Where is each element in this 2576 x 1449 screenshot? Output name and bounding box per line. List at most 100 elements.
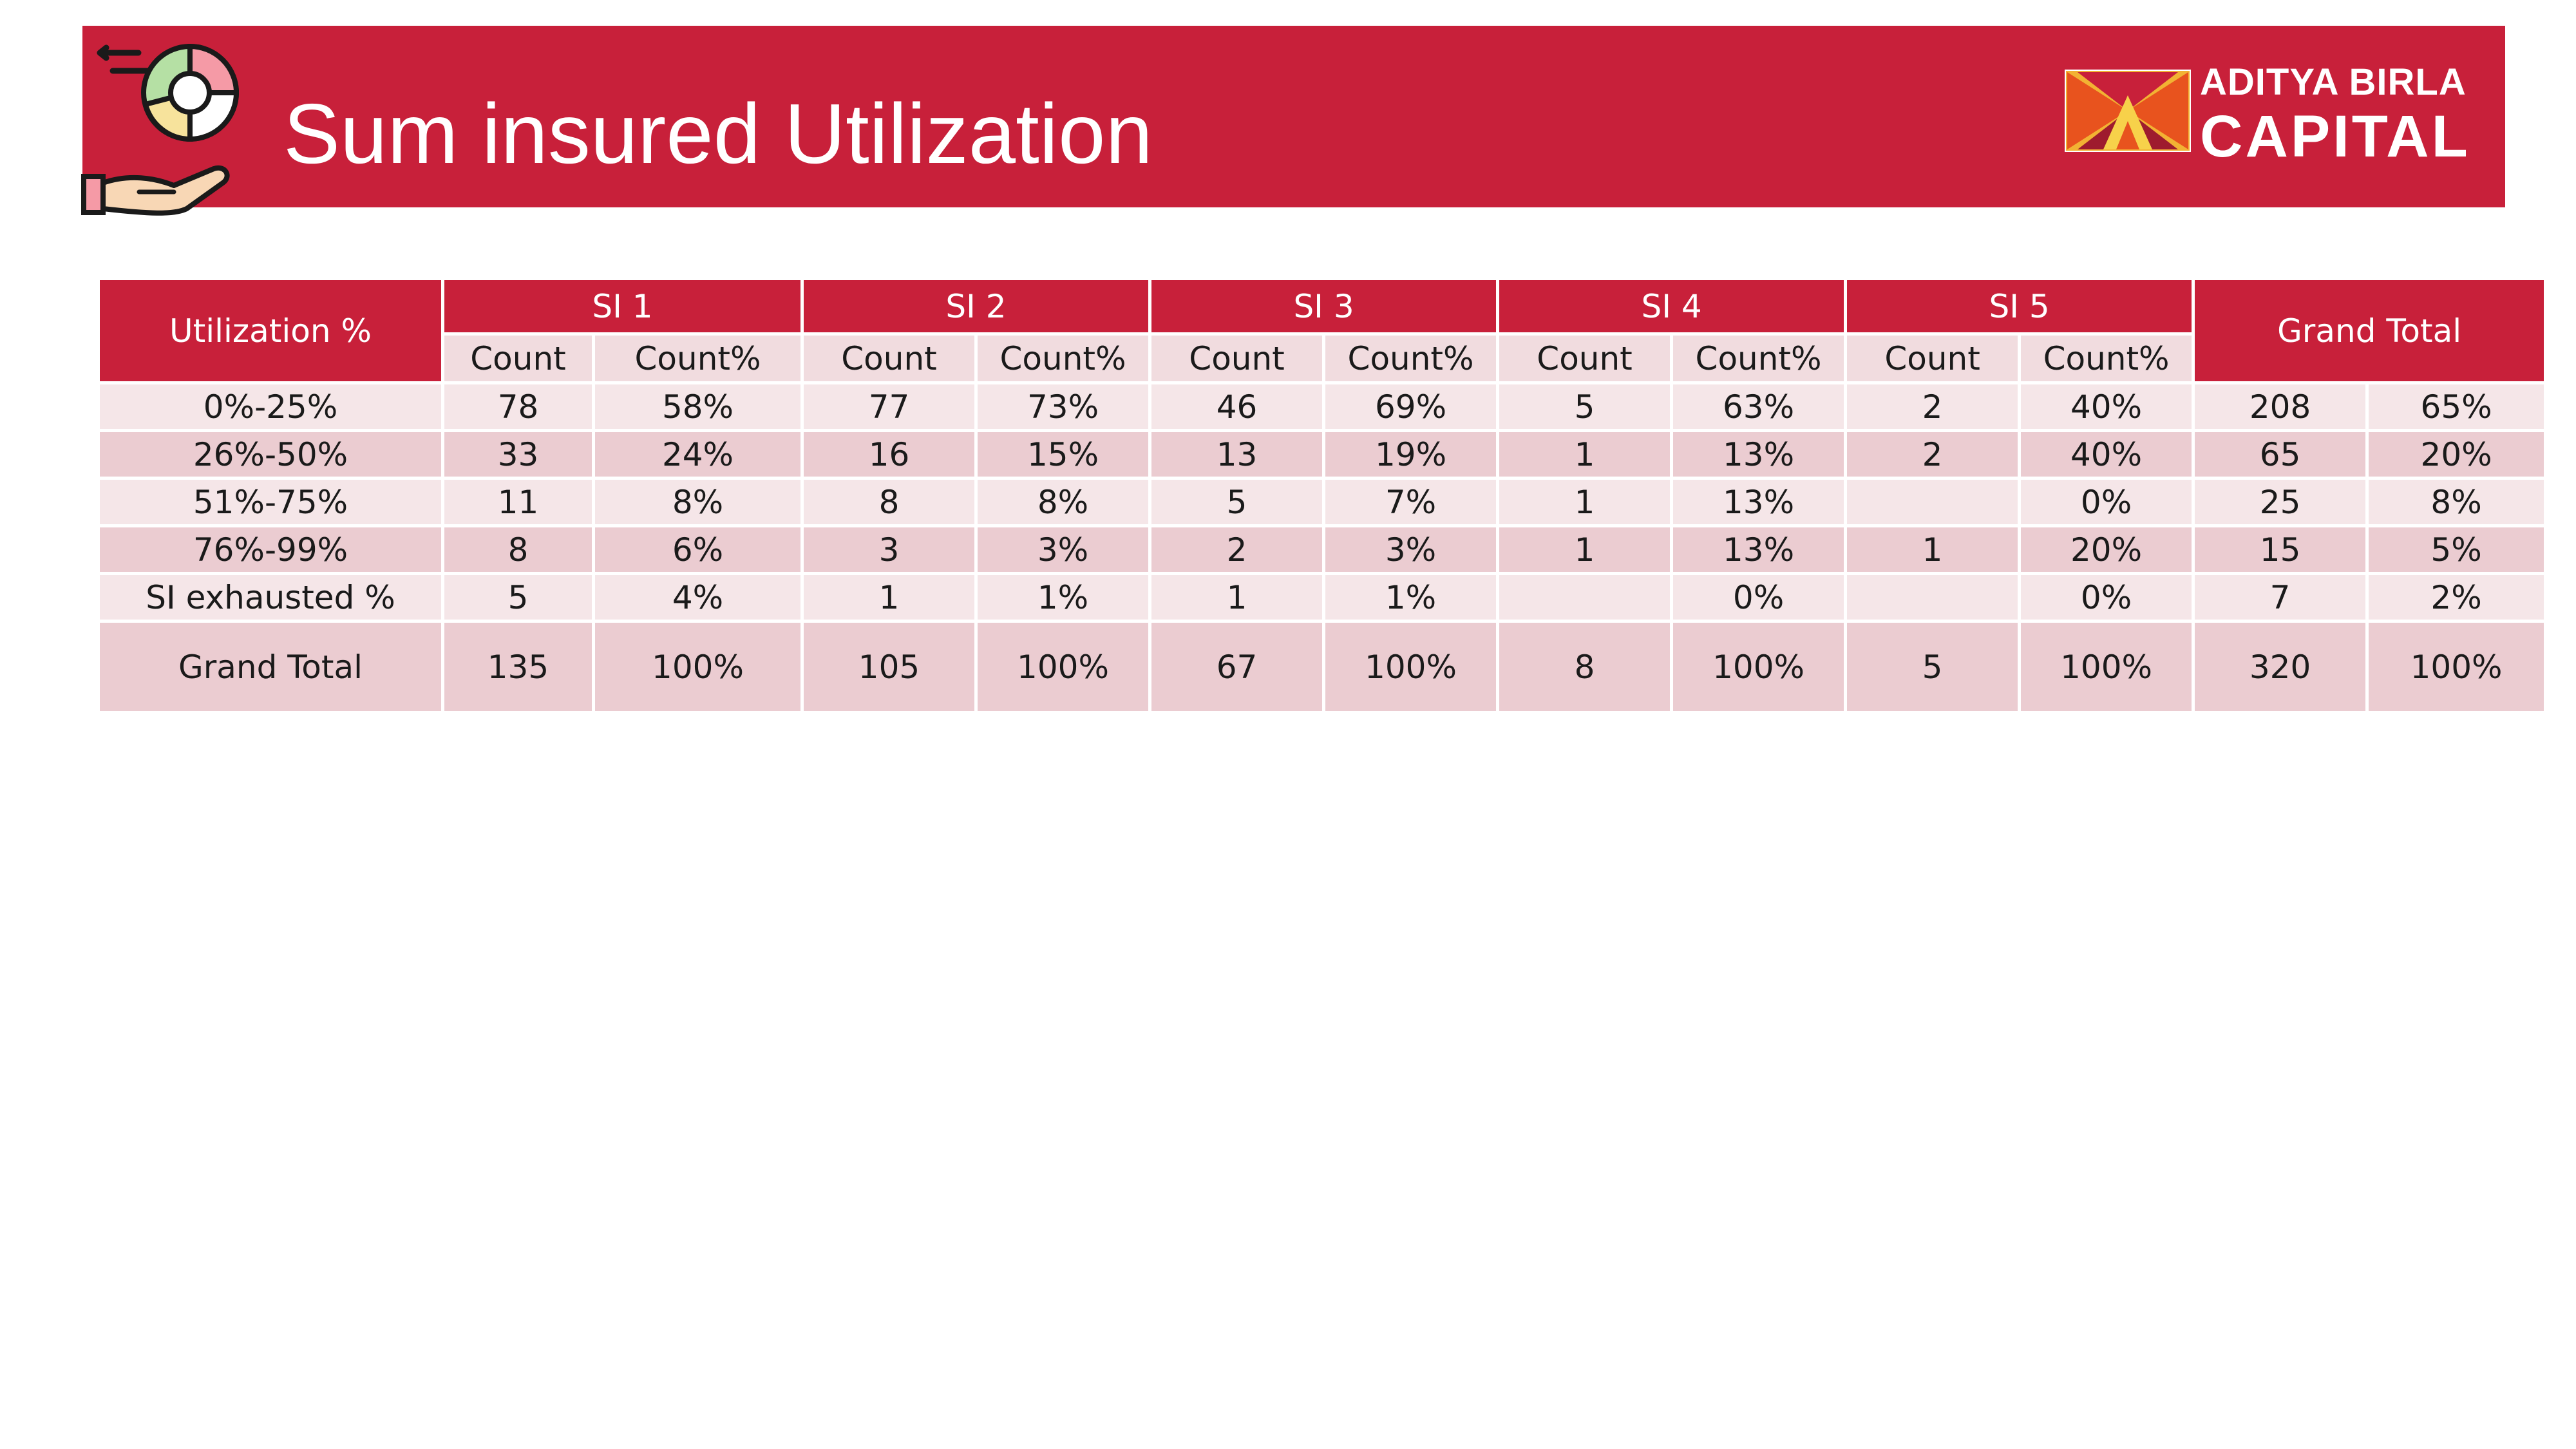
table-cell: 7 <box>2192 572 2369 623</box>
table-cell: 73% <box>974 381 1152 432</box>
table-cell <box>1844 572 2022 623</box>
table-cell: 40% <box>2018 381 2195 432</box>
row-label: Grand Total <box>97 620 444 714</box>
table-cell: 1 <box>1496 477 1674 527</box>
table-cell: 2 <box>1148 524 1326 575</box>
si-4-header: SI 4 <box>1496 277 1848 336</box>
count-subheader: Count <box>1496 332 1674 384</box>
table-cell: 24% <box>591 429 804 480</box>
count-percent-subheader: Count% <box>1670 332 1848 384</box>
table-cell: 208 <box>2192 381 2369 432</box>
table-cell: 1 <box>1148 572 1326 623</box>
table-cell: 105 <box>800 620 978 714</box>
table-cell: 5 <box>1496 381 1674 432</box>
si-3-header: SI 3 <box>1148 277 1500 336</box>
table-cell: 11 <box>441 477 595 527</box>
table-cell: 3% <box>974 524 1152 575</box>
row-label: 76%-99% <box>97 524 444 575</box>
table-cell: 13% <box>1670 429 1848 480</box>
table-cell: 100% <box>1670 620 1848 714</box>
hand-holding-pie-chart-icon <box>81 43 240 216</box>
table-cell: 135 <box>441 620 595 714</box>
table-cell: 100% <box>2365 620 2548 714</box>
table-cell: 65 <box>2192 429 2369 480</box>
table-cell: 46 <box>1148 381 1326 432</box>
table-cell: 33 <box>441 429 595 480</box>
table-cell: 20% <box>2365 429 2548 480</box>
table-cell: 19% <box>1322 429 1500 480</box>
row-label: 0%-25% <box>97 381 444 432</box>
table-cell: 6% <box>591 524 804 575</box>
table-cell: 4% <box>591 572 804 623</box>
count-subheader: Count <box>800 332 978 384</box>
count-subheader: Count <box>1844 332 2022 384</box>
brand-wordmark: ADITYA BIRLA CAPITAL <box>2200 59 2470 167</box>
table-cell: 7% <box>1322 477 1500 527</box>
table-cell: 58% <box>591 381 804 432</box>
table-cell <box>1844 477 2022 527</box>
table-cell: 1% <box>974 572 1152 623</box>
table-cell: 20% <box>2018 524 2195 575</box>
table-cell: 15 <box>2192 524 2369 575</box>
table-row: 0%-25% 78 58% 77 73% 46 69% 5 63% 2 40% … <box>97 381 2548 432</box>
count-percent-subheader: Count% <box>591 332 804 384</box>
table-cell: 63% <box>1670 381 1848 432</box>
table-cell: 0% <box>1670 572 1848 623</box>
table-cell: 67 <box>1148 620 1326 714</box>
table-cell: 5 <box>1844 620 2022 714</box>
grand-total-row: Grand Total 135 100% 105 100% 67 100% 8 … <box>97 620 2548 714</box>
row-label: 51%-75% <box>97 477 444 527</box>
table-cell: 3 <box>800 524 978 575</box>
table-cell: 2% <box>2365 572 2548 623</box>
table-cell: 1 <box>1496 429 1674 480</box>
row-label: SI exhausted % <box>97 572 444 623</box>
si-1-header: SI 1 <box>440 277 804 336</box>
table-cell: 13 <box>1148 429 1326 480</box>
table-cell: 100% <box>1322 620 1500 714</box>
table-cell: 100% <box>2018 620 2195 714</box>
utilization-header: Utilization % <box>97 277 444 384</box>
table-cell: 2 <box>1844 381 2022 432</box>
table-cell: 100% <box>591 620 804 714</box>
utilization-table: Utilization % SI 1 SI 2 SI 3 SI 4 SI 5 G… <box>97 277 2548 714</box>
table-cell <box>1496 572 1674 623</box>
table-cell: 1% <box>1322 572 1500 623</box>
table-cell: 8 <box>1496 620 1674 714</box>
table-cell: 0% <box>2018 477 2195 527</box>
table-row: 51%-75% 11 8% 8 8% 5 7% 1 13% 0% 25 8% <box>97 477 2548 527</box>
count-percent-subheader: Count% <box>2018 332 2195 384</box>
si-5-header: SI 5 <box>1844 277 2195 336</box>
count-subheader: Count <box>1148 332 1326 384</box>
table-cell: 5% <box>2365 524 2548 575</box>
count-percent-subheader: Count% <box>974 332 1152 384</box>
table-row: SI exhausted % 5 4% 1 1% 1 1% 0% 0% 7 2% <box>97 572 2548 623</box>
table-cell: 65% <box>2365 381 2548 432</box>
table-cell: 78 <box>441 381 595 432</box>
table-cell: 8 <box>800 477 978 527</box>
table-row: 76%-99% 8 6% 3 3% 2 3% 1 13% 1 20% 15 5% <box>97 524 2548 575</box>
table-cell: 1 <box>800 572 978 623</box>
table-cell: 8 <box>441 524 595 575</box>
table-cell: 40% <box>2018 429 2195 480</box>
table-cell: 69% <box>1322 381 1500 432</box>
count-subheader: Count <box>441 332 595 384</box>
table-cell: 15% <box>974 429 1152 480</box>
table-cell: 3% <box>1322 524 1500 575</box>
table-cell: 8% <box>591 477 804 527</box>
table-cell: 5 <box>441 572 595 623</box>
table-cell: 1 <box>1496 524 1674 575</box>
table-cell: 8% <box>974 477 1152 527</box>
count-percent-subheader: Count% <box>1322 332 1500 384</box>
aditya-birla-logo-mark <box>2065 70 2191 152</box>
table-cell: 1 <box>1844 524 2022 575</box>
table-cell: 13% <box>1670 477 1848 527</box>
table-cell: 16 <box>800 429 978 480</box>
table-cell: 2 <box>1844 429 2022 480</box>
brand-name-line1: ADITYA BIRLA <box>2200 61 2467 103</box>
grand-total-header: Grand Total <box>2192 277 2548 384</box>
si-2-header: SI 2 <box>800 277 1152 336</box>
page-title: Sum insured Utilization <box>283 86 1153 181</box>
row-label: 26%-50% <box>97 429 444 480</box>
table-cell: 25 <box>2192 477 2369 527</box>
table-cell: 13% <box>1670 524 1848 575</box>
